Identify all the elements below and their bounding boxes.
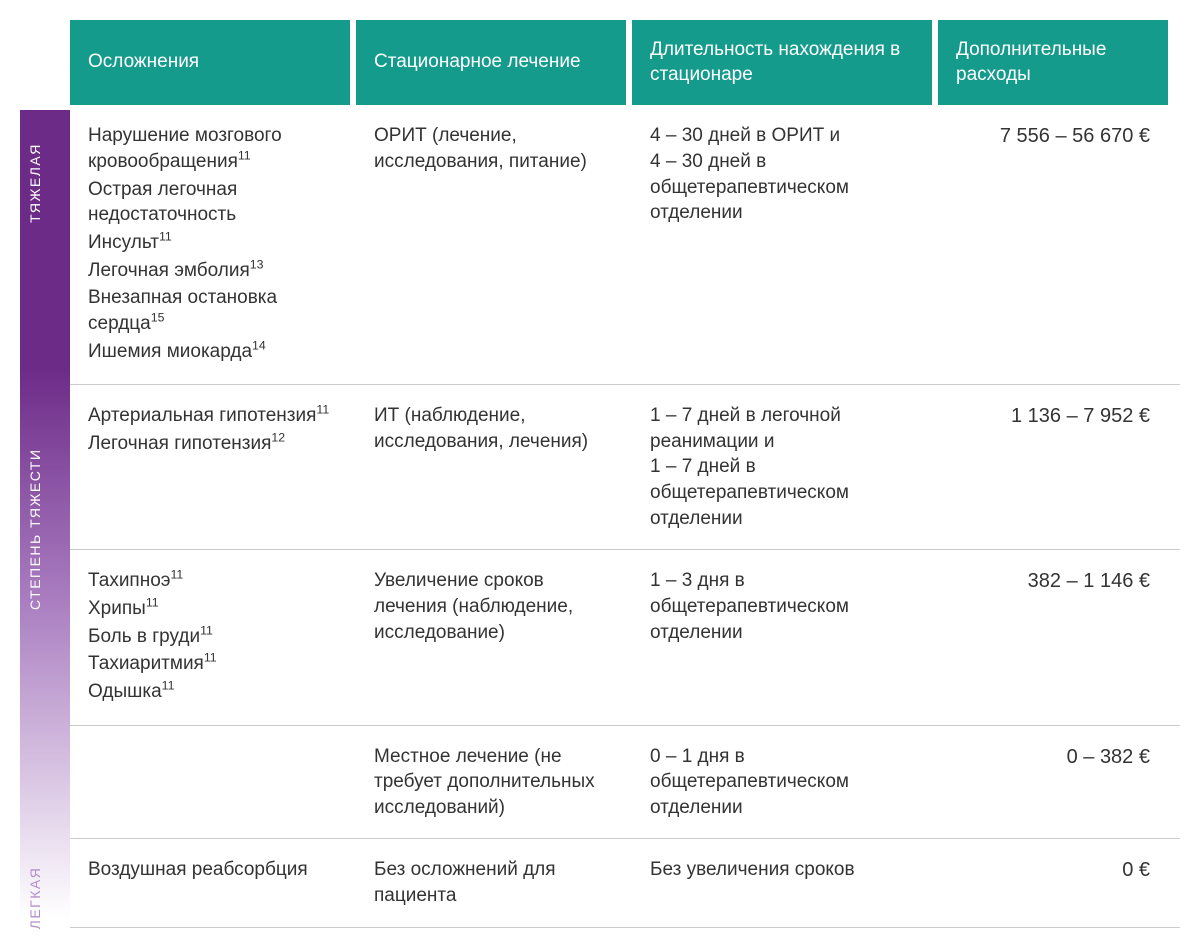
main-table: Осложнения Стационарное лечение Длительн… xyxy=(70,20,1180,918)
complication-item: Хрипы11 xyxy=(88,596,332,622)
reference-sup: 11 xyxy=(170,568,183,582)
complication-item: Боль в груди11 xyxy=(88,624,332,650)
table-body: Нарушение мозгового кровообращения11Остр… xyxy=(70,105,1180,927)
cell-complications xyxy=(70,744,350,821)
cell-cost: 1 136 – 7 952 € xyxy=(938,403,1168,531)
complication-item: Острая легочная недостаточность xyxy=(88,177,332,228)
severity-sidebar: ТЯЖЕЛАЯ СТЕПЕНЬ ТЯЖЕСТИ ЛЕГКАЯ xyxy=(0,20,70,918)
cell-cost: 0 € xyxy=(938,857,1168,908)
cell-treatment: Местное лечение (не требует дополнительн… xyxy=(356,744,626,821)
cell-treatment: ОРИТ (лечение, исследования, питание) xyxy=(356,123,626,366)
reference-sup: 11 xyxy=(316,403,329,417)
label-severity: СТЕПЕНЬ ТЯЖЕСТИ xyxy=(27,450,43,610)
page-container: ТЯЖЕЛАЯ СТЕПЕНЬ ТЯЖЕСТИ ЛЕГКАЯ Осложнени… xyxy=(0,0,1200,938)
cell-complications: Нарушение мозгового кровообращения11Остр… xyxy=(70,123,350,366)
cell-cost: 0 – 382 € xyxy=(938,744,1168,821)
complication-item: Легочная гипотензия12 xyxy=(88,431,332,457)
table-header: Осложнения Стационарное лечение Длительн… xyxy=(70,20,1180,105)
reference-sup: 12 xyxy=(271,430,285,444)
cell-treatment: Увеличение сроков лечения (наблюдение, и… xyxy=(356,568,626,706)
header-cost: Дополнительные расходы xyxy=(938,20,1168,105)
cell-duration: 0 – 1 дня в общетерапевтическом отделени… xyxy=(632,744,932,821)
cell-duration: 1 – 7 дней в легочной реанимации и 1 – 7… xyxy=(632,403,932,531)
cell-complications: Воздушная реабсорбция xyxy=(70,857,350,908)
cell-treatment: Без осложнений для пациента xyxy=(356,857,626,908)
table-row: Воздушная реабсорбция Без осложнений для … xyxy=(70,839,1180,927)
table-row: Местное лечение (не требует дополнительн… xyxy=(70,726,1180,840)
reference-sup: 11 xyxy=(162,679,175,693)
table-row: Артериальная гипотензия11Легочная гипоте… xyxy=(70,385,1180,550)
cell-duration: 1 – 3 дня в общетерапевтическом отделени… xyxy=(632,568,932,706)
reference-sup: 13 xyxy=(250,257,264,271)
complication-item: Тахипноэ11 xyxy=(88,568,332,594)
label-heavy: ТЯЖЕЛАЯ xyxy=(27,143,43,223)
complication-item: Одышка11 xyxy=(88,679,332,705)
cell-cost: 382 – 1 146 € xyxy=(938,568,1168,706)
complication-item: Артериальная гипотензия11 xyxy=(88,403,332,429)
header-complications: Осложнения xyxy=(70,20,350,105)
cell-complications: Тахипноэ11Хрипы11Боль в груди11Тахиаритм… xyxy=(70,568,350,706)
table-row: Нарушение мозгового кровообращения11Остр… xyxy=(70,105,1180,385)
complication-item: Тахиаритмия11 xyxy=(88,651,332,677)
cell-treatment: ИТ (наблюдение, исследования, лечения) xyxy=(356,403,626,531)
complication-item: Легочная эмболия13 xyxy=(88,258,332,284)
cell-duration: 4 – 30 дней в ОРИТ и 4 – 30 дней в общет… xyxy=(632,123,932,366)
label-light: ЛЕГКАЯ xyxy=(27,858,43,938)
cell-cost: 7 556 – 56 670 € xyxy=(938,123,1168,366)
complication-item: Ишемия миокарда14 xyxy=(88,339,332,365)
complication-item: Воздушная реабсорбция xyxy=(88,857,332,883)
reference-sup: 11 xyxy=(204,651,217,665)
cell-duration: Без увеличения сроков xyxy=(632,857,932,908)
table-row: Тахипноэ11Хрипы11Боль в груди11Тахиаритм… xyxy=(70,550,1180,725)
complication-item: Внезапная остановка сердца15 xyxy=(88,285,332,336)
cell-complications: Артериальная гипотензия11Легочная гипоте… xyxy=(70,403,350,531)
reference-sup: 11 xyxy=(159,230,172,244)
reference-sup: 11 xyxy=(238,149,251,163)
reference-sup: 11 xyxy=(146,596,159,610)
header-treatment: Стационарное лечение xyxy=(356,20,626,105)
header-duration: Длительность нахождения в стационаре xyxy=(632,20,932,105)
reference-sup: 15 xyxy=(151,311,165,325)
complication-item: Инсульт11 xyxy=(88,230,332,256)
complication-item: Нарушение мозгового кровообращения11 xyxy=(88,123,332,174)
reference-sup: 14 xyxy=(252,338,266,352)
reference-sup: 11 xyxy=(200,623,213,637)
